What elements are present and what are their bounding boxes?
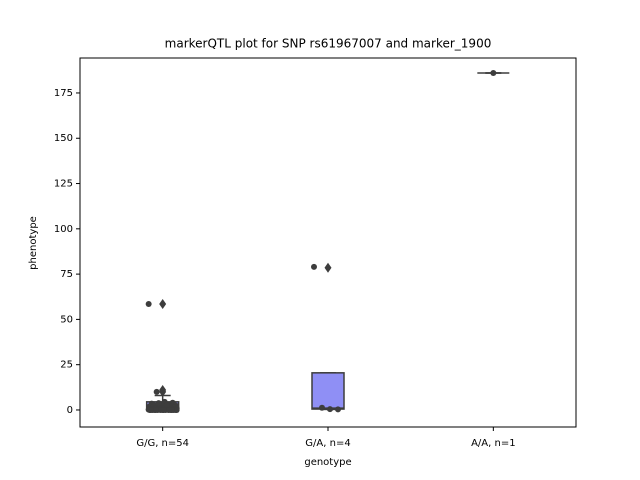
strip-point — [163, 401, 170, 408]
x-axis-label: genotype — [304, 457, 351, 468]
strip-point — [335, 406, 341, 413]
strip-point — [145, 301, 152, 307]
strip-point — [327, 406, 333, 413]
y-tick-label: 0 — [67, 405, 73, 416]
strip-point — [160, 406, 167, 413]
y-axis-label: phenotype — [28, 216, 39, 270]
y-tick-label: 150 — [54, 133, 73, 144]
strip-point — [155, 400, 162, 407]
strip-point — [152, 406, 159, 413]
plot-frame — [79, 57, 577, 428]
strip-point — [173, 406, 180, 413]
strip-point — [168, 406, 175, 413]
chart-title: markerQTL plot for SNP rs61967007 and ma… — [165, 37, 492, 51]
strip-point — [153, 388, 160, 395]
strip-point — [319, 404, 325, 411]
y-tick-label: 50 — [60, 314, 73, 325]
y-tick-label: 175 — [54, 88, 73, 99]
y-tick-label: 25 — [60, 360, 73, 371]
outlier — [159, 386, 167, 397]
y-tick-label: 100 — [54, 224, 73, 235]
x-tick-label: G/G, n=54 — [136, 438, 189, 449]
y-tick-label: 75 — [60, 269, 73, 280]
box — [311, 372, 345, 410]
strip-point — [490, 70, 497, 77]
x-tick-label: G/A, n=4 — [305, 438, 350, 449]
outlier — [324, 262, 332, 273]
strip-point — [147, 406, 154, 413]
strip-point — [311, 263, 317, 270]
outlier — [159, 299, 167, 309]
y-tick-label: 125 — [54, 179, 73, 190]
x-tick-label: A/A, n=1 — [471, 438, 516, 449]
